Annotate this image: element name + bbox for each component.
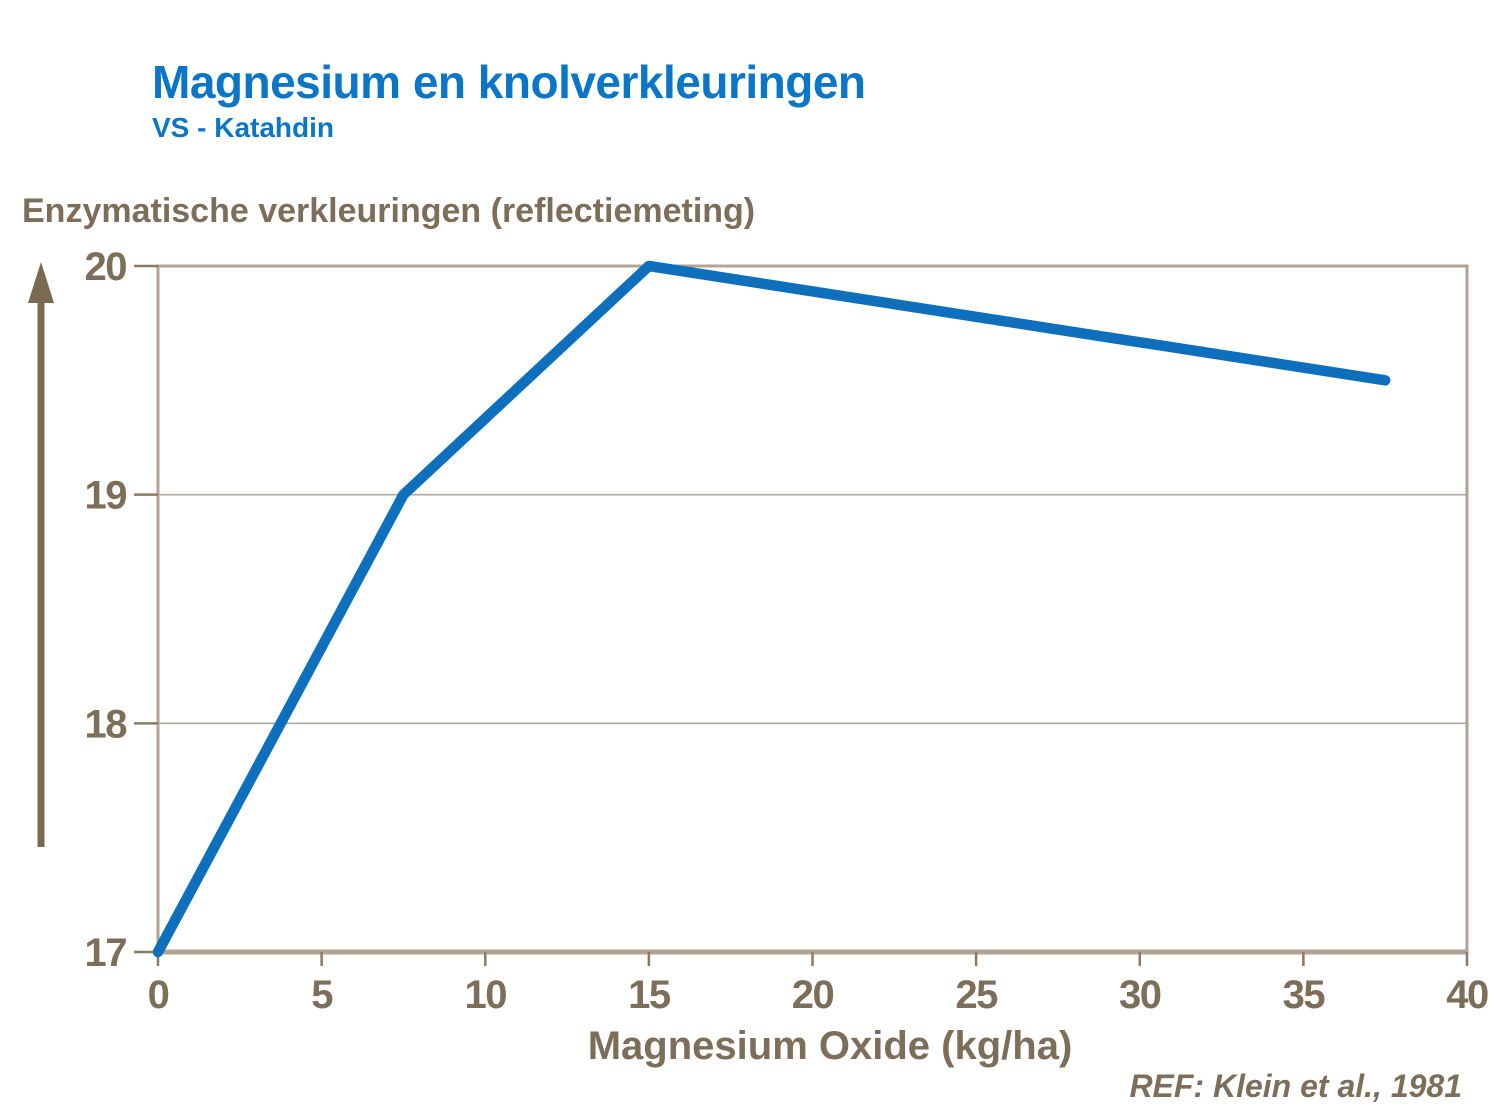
x-tick-label-10: 10 xyxy=(465,973,507,1017)
x-tick-label-15: 15 xyxy=(628,973,671,1017)
y-tick-label-17: 17 xyxy=(85,931,127,975)
y-axis-title: Enzymatische verkleuringen (reflectiemet… xyxy=(22,192,756,230)
x-axis-title: Magnesium Oxide (kg/ha) xyxy=(587,1024,1073,1068)
page-subtitle: VS - Katahdin xyxy=(152,112,335,143)
page-title: Magnesium en knolverkleuringen xyxy=(152,56,866,108)
data-line-series-0 xyxy=(152,260,1391,958)
reference-text: REF: Klein et al., 1981 xyxy=(1129,1068,1462,1104)
x-tick-label-25: 25 xyxy=(955,973,998,1017)
y-axis-arrow-head xyxy=(28,262,54,303)
plot-border xyxy=(156,264,1469,954)
x-tick-label-0: 0 xyxy=(148,973,169,1017)
x-tick-label-40: 40 xyxy=(1446,973,1488,1017)
y-tick-label-18: 18 xyxy=(85,702,128,746)
y-tick-label-19: 19 xyxy=(85,474,127,518)
y-tick-label-20: 20 xyxy=(85,245,127,289)
x-tick-label-35: 35 xyxy=(1283,973,1326,1017)
x-tick-label-30: 30 xyxy=(1119,973,1161,1017)
x-tick-label-5: 5 xyxy=(311,973,333,1017)
x-tick-label-20: 20 xyxy=(792,973,834,1017)
